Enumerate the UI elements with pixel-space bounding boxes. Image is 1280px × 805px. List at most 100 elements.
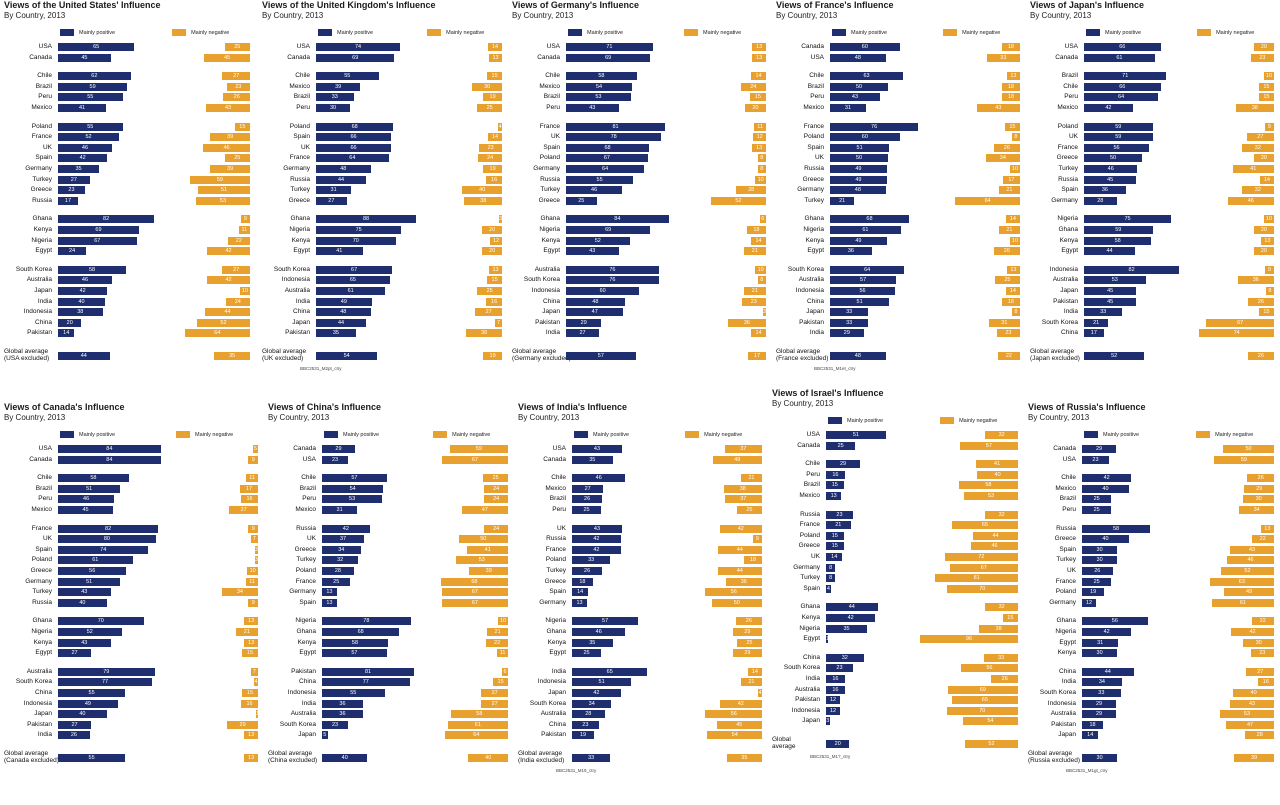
- positive-bar: 26: [572, 567, 603, 575]
- positive-bar: 66: [1084, 82, 1161, 91]
- positive-value: 68: [357, 629, 364, 635]
- positive-bar: 36: [830, 247, 872, 256]
- country-label: Mexico: [289, 82, 310, 90]
- country-label: South Korea: [529, 699, 566, 707]
- negative-value: 59: [1240, 456, 1247, 463]
- positive-value: 33: [331, 94, 338, 101]
- positive-bar: 76: [566, 265, 659, 274]
- positive-bar: 64: [1084, 93, 1159, 102]
- positive-bar: 51: [830, 297, 890, 306]
- negative-bar: 32: [1241, 186, 1274, 195]
- positive-bar: 29: [1082, 445, 1117, 453]
- negative-value: 18: [749, 557, 756, 564]
- positive-bar: 66: [1084, 43, 1161, 51]
- country-label: Indonesia: [795, 287, 824, 294]
- positive-bar: 59: [1084, 122, 1153, 131]
- positive-value: 40: [1102, 485, 1109, 492]
- negative-value: 61: [474, 721, 481, 728]
- negative-bar: 68: [440, 577, 508, 586]
- negative-value: 10: [1265, 73, 1273, 80]
- positive-value: 60: [599, 288, 606, 294]
- positive-value: 80: [103, 536, 110, 543]
- positive-bar: 56: [58, 567, 127, 575]
- negative-bar: 46: [203, 143, 250, 152]
- chart-title: Views of France's Influence: [776, 0, 894, 10]
- negative-bar: 69: [947, 685, 1018, 694]
- negative-bar: 16: [241, 699, 258, 708]
- positive-bar: 14: [1082, 731, 1099, 740]
- country-label: Brazil: [293, 93, 310, 101]
- country-label: South Korea: [1041, 318, 1078, 326]
- country-label: Peru: [806, 470, 820, 478]
- country-label: Nigeria: [545, 617, 566, 625]
- negative-bar: 15: [1258, 308, 1274, 317]
- country-label: Brazil: [549, 495, 566, 503]
- negative-bar: 18: [746, 226, 766, 234]
- positive-value: 59: [89, 83, 96, 90]
- negative-bar: 16: [486, 175, 502, 184]
- negative-value: 52: [988, 741, 995, 747]
- country-label: Peru: [1064, 93, 1078, 101]
- negative-value: 21: [748, 679, 755, 686]
- negative-bar: 16: [241, 495, 258, 504]
- positive-value: 27: [71, 650, 78, 657]
- positive-bar: 16: [826, 685, 845, 694]
- negative-bar: 23: [1250, 649, 1274, 658]
- legend-positive: Mainly positive: [60, 431, 115, 438]
- negative-value: 27: [485, 309, 492, 316]
- positive-bar: 40: [58, 598, 107, 607]
- negative-value: 18: [1007, 298, 1014, 305]
- negative-bar: 96: [920, 635, 1018, 644]
- negative-bar: 44: [973, 531, 1018, 540]
- positive-bar: 45: [58, 53, 111, 62]
- country-label: USA: [1062, 455, 1076, 463]
- chart-panel: Views of the United States' Influence By …: [0, 0, 256, 400]
- negative-value: 53: [987, 493, 995, 499]
- negative-value: 29: [744, 650, 751, 657]
- positive-value: 42: [79, 288, 86, 294]
- negative-value: 42: [225, 277, 232, 284]
- positive-bar: 78: [322, 617, 411, 626]
- legend-positive: Mainly positive: [324, 431, 379, 438]
- positive-value: 23: [836, 665, 843, 672]
- positive-bar: 56: [1082, 617, 1148, 626]
- average-positive-bar: 54: [316, 352, 378, 360]
- positive-value: 42: [79, 155, 86, 162]
- average-negative-bar: 35: [214, 352, 250, 360]
- negative-bar: 20: [1253, 154, 1274, 163]
- positive-value: 55: [88, 755, 95, 761]
- country-label: Australia: [26, 667, 52, 675]
- positive-value: 15: [831, 532, 838, 539]
- positive-bar: 60: [830, 43, 900, 51]
- negative-bar: 26: [223, 93, 250, 102]
- positive-bar: 40: [1082, 535, 1129, 544]
- positive-value: 62: [91, 73, 98, 80]
- country-label: Poland: [799, 531, 820, 539]
- country-label: Turkey: [32, 588, 52, 596]
- negative-value: 74: [1233, 330, 1240, 337]
- negative-bar: 15: [234, 122, 250, 131]
- country-label: China: [1061, 329, 1078, 337]
- negative-bar: 21: [740, 678, 762, 687]
- positive-bar: 84: [58, 455, 161, 464]
- legend-positive: Mainly positive: [318, 29, 373, 36]
- positive-value: 24: [69, 248, 76, 255]
- negative-bar: 26: [991, 675, 1018, 683]
- positive-value: 54: [343, 353, 350, 359]
- positive-bar: 52: [58, 628, 122, 636]
- legend-positive: Mainly positive: [60, 29, 115, 36]
- positive-bar: 17: [1084, 329, 1104, 338]
- positive-bar: 58: [58, 474, 129, 483]
- negative-value: 50: [1245, 446, 1252, 452]
- country-label: Turkey: [804, 196, 824, 204]
- positive-bar: 14: [572, 588, 589, 597]
- negative-value: 23: [750, 298, 757, 305]
- positive-value: 19: [1090, 589, 1097, 596]
- legend-negative: Mainly negative: [427, 29, 484, 36]
- positive-bar: 49: [830, 236, 887, 245]
- negative-value: 37: [740, 446, 747, 452]
- country-label: Japan: [542, 308, 560, 316]
- positive-value: 61: [347, 288, 354, 294]
- country-label: Kenya: [541, 236, 560, 244]
- positive-bar: 60: [830, 133, 900, 142]
